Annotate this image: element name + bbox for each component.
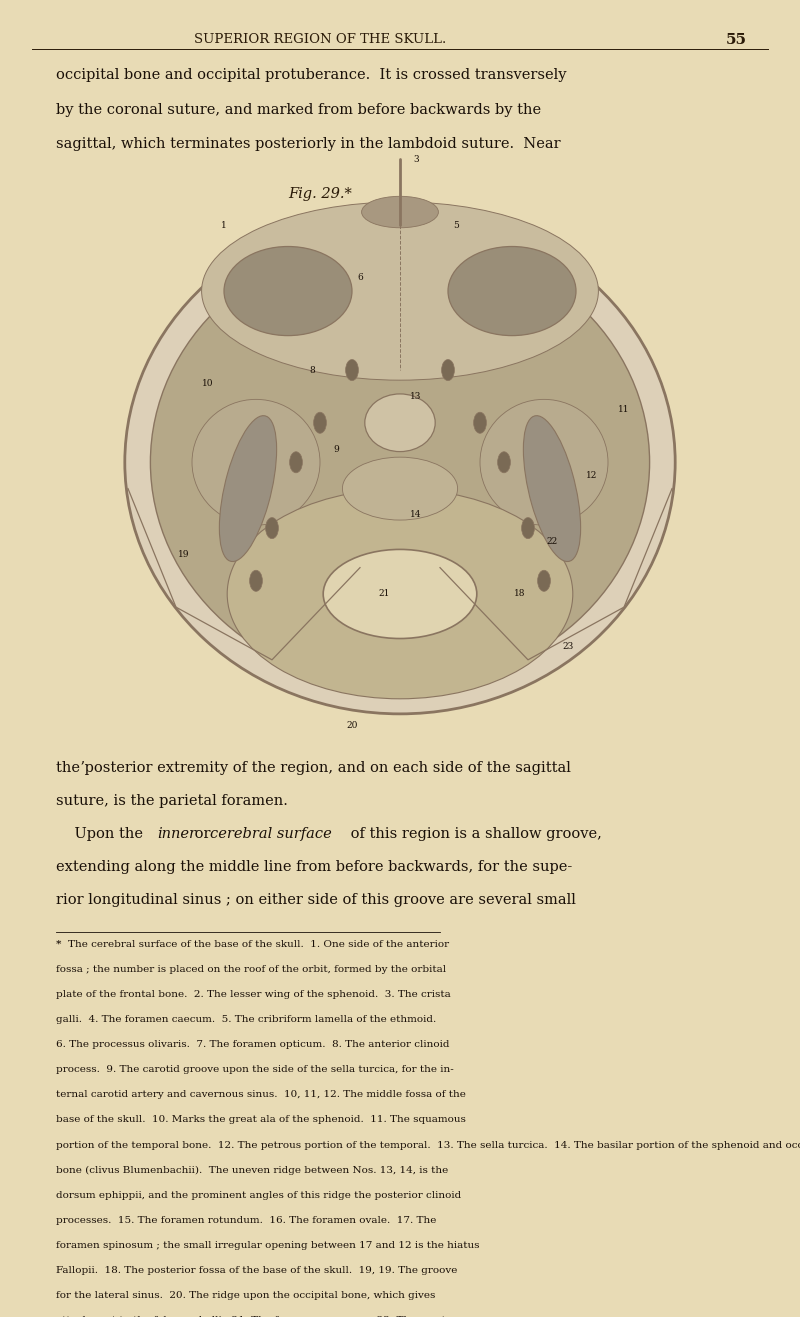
Text: 9: 9 <box>333 445 339 453</box>
Text: or: or <box>190 827 215 842</box>
Circle shape <box>314 412 326 433</box>
Circle shape <box>538 570 550 591</box>
Text: 11: 11 <box>618 406 630 414</box>
Ellipse shape <box>202 202 598 381</box>
Text: 6: 6 <box>357 274 363 282</box>
Circle shape <box>346 360 358 381</box>
Text: foramen spinosum ; the small irregular opening between 17 and 12 is the hiatus: foramen spinosum ; the small irregular o… <box>56 1241 479 1250</box>
Text: sagittal, which terminates posteriorly in the lambdoid suture.  Near: sagittal, which terminates posteriorly i… <box>56 137 561 151</box>
Text: 12: 12 <box>586 471 598 479</box>
Text: suture, is the parietal foramen.: suture, is the parietal foramen. <box>56 794 288 809</box>
Text: inner: inner <box>157 827 196 842</box>
Text: 14: 14 <box>410 511 422 519</box>
Circle shape <box>522 518 534 539</box>
Text: 5: 5 <box>453 221 459 229</box>
Text: rior longitudinal sinus ; on either side of this groove are several small: rior longitudinal sinus ; on either side… <box>56 893 576 907</box>
Text: Upon the: Upon the <box>56 827 148 842</box>
Circle shape <box>250 570 262 591</box>
Text: Fallopii.  18. The posterior fossa of the base of the skull.  19, 19. The groove: Fallopii. 18. The posterior fossa of the… <box>56 1266 458 1275</box>
Text: theʼposterior extremity of the region, and on each side of the sagittal: theʼposterior extremity of the region, a… <box>56 761 571 776</box>
Ellipse shape <box>480 399 608 525</box>
Ellipse shape <box>448 246 576 336</box>
Text: extending along the middle line from before backwards, for the supe-: extending along the middle line from bef… <box>56 860 572 874</box>
Text: processes.  15. The foramen rotundum.  16. The foramen ovale.  17. The: processes. 15. The foramen rotundum. 16.… <box>56 1216 436 1225</box>
Circle shape <box>498 452 510 473</box>
Ellipse shape <box>523 416 581 561</box>
Text: fossa ; the number is placed on the roof of the orbit, formed by the orbital: fossa ; the number is placed on the roof… <box>56 965 446 975</box>
Text: bone (clivus Blumenbachii).  The uneven ridge between Nos. 13, 14, is the: bone (clivus Blumenbachii). The uneven r… <box>56 1166 448 1175</box>
Text: for the lateral sinus.  20. The ridge upon the occipital bone, which gives: for the lateral sinus. 20. The ridge upo… <box>56 1291 435 1300</box>
Text: attachment to the falx cerebelli.  21. The foramen magnum.  22. The meatus: attachment to the falx cerebelli. 21. Th… <box>56 1316 458 1317</box>
Text: 20: 20 <box>346 722 358 730</box>
Text: dorsum ephippii, and the prominent angles of this ridge the posterior clinoid: dorsum ephippii, and the prominent angle… <box>56 1191 462 1200</box>
Text: process.  9. The carotid groove upon the side of the sella turcica, for the in-: process. 9. The carotid groove upon the … <box>56 1065 454 1075</box>
Text: 10: 10 <box>202 379 214 387</box>
Text: 13: 13 <box>410 392 422 400</box>
Text: base of the skull.  10. Marks the great ala of the sphenoid.  11. The squamous: base of the skull. 10. Marks the great a… <box>56 1115 466 1125</box>
Text: 6. The processus olivaris.  7. The foramen opticum.  8. The anterior clinoid: 6. The processus olivaris. 7. The forame… <box>56 1040 450 1050</box>
Text: 22: 22 <box>546 537 558 545</box>
Ellipse shape <box>125 211 675 714</box>
Circle shape <box>266 518 278 539</box>
Bar <box>64 200 736 751</box>
Text: of this region is a shallow groove,: of this region is a shallow groove, <box>346 827 602 842</box>
Text: 55: 55 <box>726 33 746 47</box>
Circle shape <box>442 360 454 381</box>
Text: galli.  4. The foramen caecum.  5. The cribriform lamella of the ethmoid.: galli. 4. The foramen caecum. 5. The cri… <box>56 1015 436 1025</box>
Text: 8: 8 <box>309 366 315 374</box>
Text: SUPERIOR REGION OF THE SKULL.: SUPERIOR REGION OF THE SKULL. <box>194 33 446 46</box>
Text: occipital bone and occipital protuberance.  It is crossed transversely: occipital bone and occipital protuberanc… <box>56 68 566 83</box>
Text: cerebral surface: cerebral surface <box>210 827 331 842</box>
Text: portion of the temporal bone.  12. The petrous portion of the temporal.  13. The: portion of the temporal bone. 12. The pe… <box>56 1141 800 1150</box>
Ellipse shape <box>219 416 277 561</box>
Text: Fig. 29.*: Fig. 29.* <box>288 187 352 202</box>
Text: plate of the frontal bone.  2. The lesser wing of the sphenoid.  3. The crista: plate of the frontal bone. 2. The lesser… <box>56 990 450 1000</box>
Ellipse shape <box>150 237 650 687</box>
Text: The cerebral surface of the base of the skull.  1. One side of the anterior: The cerebral surface of the base of the … <box>68 940 449 950</box>
Text: 1: 1 <box>221 221 227 229</box>
Text: 19: 19 <box>178 551 190 558</box>
Ellipse shape <box>192 399 320 525</box>
Ellipse shape <box>342 457 458 520</box>
Text: by the coronal suture, and marked from before backwards by the: by the coronal suture, and marked from b… <box>56 103 541 117</box>
Ellipse shape <box>227 489 573 699</box>
Ellipse shape <box>224 246 352 336</box>
Text: 23: 23 <box>562 643 574 651</box>
Text: 21: 21 <box>378 590 390 598</box>
Text: ternal carotid artery and cavernous sinus.  10, 11, 12. The middle fossa of the: ternal carotid artery and cavernous sinu… <box>56 1090 466 1100</box>
Ellipse shape <box>365 394 435 452</box>
Ellipse shape <box>323 549 477 639</box>
Circle shape <box>290 452 302 473</box>
Text: 3: 3 <box>413 155 419 163</box>
Ellipse shape <box>362 196 438 228</box>
Text: 18: 18 <box>514 590 526 598</box>
Circle shape <box>474 412 486 433</box>
Text: *: * <box>56 940 65 950</box>
